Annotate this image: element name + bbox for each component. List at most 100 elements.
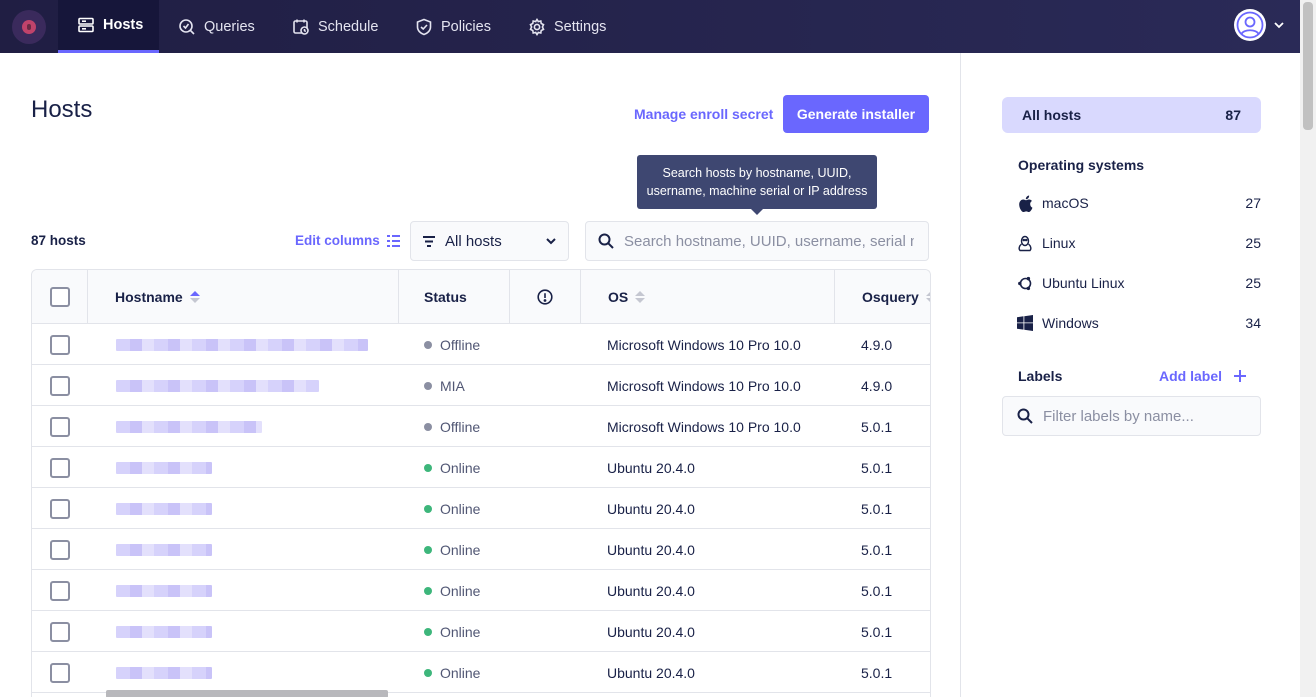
osquery-text: 5.0.1 [861,418,893,435]
nav-schedule-label: Schedule [318,18,379,35]
status-text: Offline [440,336,481,353]
all-hosts-filter[interactable]: All hosts 87 [1002,97,1261,133]
os-text: Microsoft Windows 10 Pro 10.0 [607,377,801,394]
row-checkbox[interactable] [50,580,70,601]
avatar[interactable] [1234,9,1266,41]
nav-schedule[interactable]: Schedule [292,0,378,53]
osquery-cell: 5.0.1 [861,570,930,611]
row-checkbox[interactable] [50,457,70,478]
column-hostname[interactable]: Hostname [88,270,399,324]
os-cell: Ubuntu 20.4.0 [607,652,827,693]
row-select-cell [32,611,88,652]
column-os[interactable]: OS [581,270,835,324]
nav-hosts[interactable]: Hosts [58,0,159,53]
status-dot [424,668,432,677]
hostname-cell[interactable] [116,324,376,365]
row-checkbox[interactable] [50,334,70,355]
manage-enroll-secret-link[interactable]: Manage enroll secret [634,106,774,122]
sort-icon [925,291,930,303]
status-dot [424,627,432,636]
osquery-cell: 4.9.0 [861,324,930,365]
policies-icon [416,18,432,35]
table-row[interactable]: Online Ubuntu 20.4.0 5.0.1 [32,529,930,570]
status-cell: Online [424,447,524,488]
row-checkbox[interactable] [50,539,70,560]
host-search-input[interactable] [624,232,914,250]
os-item-ubuntu[interactable]: Ubuntu Linux 25 [1016,271,1261,295]
host-count: 87 hosts [31,233,86,248]
osquery-text: 4.9.0 [861,377,893,394]
table-row[interactable]: Online Ubuntu 20.4.0 5.0.1 [32,570,930,611]
os-item-windows[interactable]: Windows 34 [1016,311,1261,335]
os-text: Ubuntu 20.4.0 [607,664,695,681]
redacted-hostname [116,502,212,515]
table-row[interactable]: Online Ubuntu 20.4.0 5.0.1 [32,652,930,693]
hostname-cell[interactable] [116,570,376,611]
queries-icon [179,18,195,35]
table-row[interactable]: Online Ubuntu 20.4.0 5.0.1 [32,447,930,488]
label-filter-input[interactable] [1043,407,1243,425]
table-row[interactable]: Online Ubuntu 20.4.0 5.0.1 [32,611,930,652]
hostname-cell[interactable] [116,365,376,406]
row-checkbox[interactable] [50,375,70,396]
os-count: 25 [1245,275,1261,291]
nav-queries[interactable]: Queries [178,0,255,53]
table-row[interactable]: Offline Microsoft Windows 10 Pro 10.0 4.9.… [32,324,930,365]
table-row[interactable]: Offline Microsoft Windows 10 Pro 10.0 5.0.… [32,406,930,447]
nav-settings-label: Settings [554,18,607,35]
redacted-hostname [116,420,262,433]
edit-columns-button[interactable]: Edit columns [295,233,400,248]
row-select-cell [32,652,88,693]
hostname-cell[interactable] [116,488,376,529]
os-item-linux[interactable]: Linux 25 [1016,231,1261,255]
column-status[interactable]: Status [399,270,510,324]
nav-policies[interactable]: Policies [415,0,491,53]
page-scrollbar[interactable] [1300,0,1316,697]
os-count: 25 [1245,235,1261,251]
column-os-label: OS [608,289,629,305]
all-hosts-count: 87 [1225,107,1241,123]
nav-hosts-label: Hosts [103,17,144,33]
hostname-cell[interactable] [116,406,376,447]
status-cell: Online [424,570,524,611]
page-scrollbar-thumb[interactable] [1303,2,1313,130]
nav-settings[interactable]: Settings [528,0,606,53]
select-all-cell [32,270,88,324]
search-tooltip: Search hosts by hostname, UUID, username… [637,155,877,215]
host-filter-dropdown[interactable]: All hosts [410,221,569,261]
row-checkbox[interactable] [50,662,70,683]
hostname-cell[interactable] [116,447,376,488]
apple-icon [1016,194,1034,212]
row-checkbox[interactable] [50,416,70,437]
row-checkbox[interactable] [50,498,70,519]
host-search-box[interactable] [585,221,929,261]
status-text: Online [440,664,481,681]
status-cell: Online [424,529,524,570]
column-hostname-label: Hostname [115,289,183,305]
hostname-cell[interactable] [116,611,376,652]
os-item-macos[interactable]: macOS 27 [1016,191,1261,215]
table-row[interactable]: Online Ubuntu 20.4.0 5.0.1 [32,488,930,529]
hostname-cell[interactable] [116,652,376,693]
os-count: 27 [1245,195,1261,211]
osquery-text: 5.0.1 [861,500,893,517]
column-osquery[interactable]: Osquery [835,270,930,324]
table-row[interactable]: MIA Microsoft Windows 10 Pro 10.0 4.9.0 [32,365,930,406]
status-cell: Online [424,611,524,652]
os-cell: Microsoft Windows 10 Pro 10.0 [607,365,827,406]
column-issues[interactable] [510,270,581,324]
generate-installer-button[interactable]: Generate installer [783,95,929,133]
fleet-logo[interactable] [12,10,46,44]
add-label-button[interactable]: Add label [1159,368,1247,384]
row-select-cell [32,406,88,447]
osquery-cell: 5.0.1 [861,406,930,447]
redacted-hostname [116,584,212,597]
hostname-cell[interactable] [116,529,376,570]
label-filter-box[interactable] [1002,396,1261,436]
row-checkbox[interactable] [50,621,70,642]
user-menu[interactable] [1234,9,1284,41]
osquery-cell: 5.0.1 [861,611,930,652]
select-all-checkbox[interactable] [49,287,70,307]
search-icon [1017,408,1033,424]
horizontal-scrollbar[interactable] [106,690,388,697]
